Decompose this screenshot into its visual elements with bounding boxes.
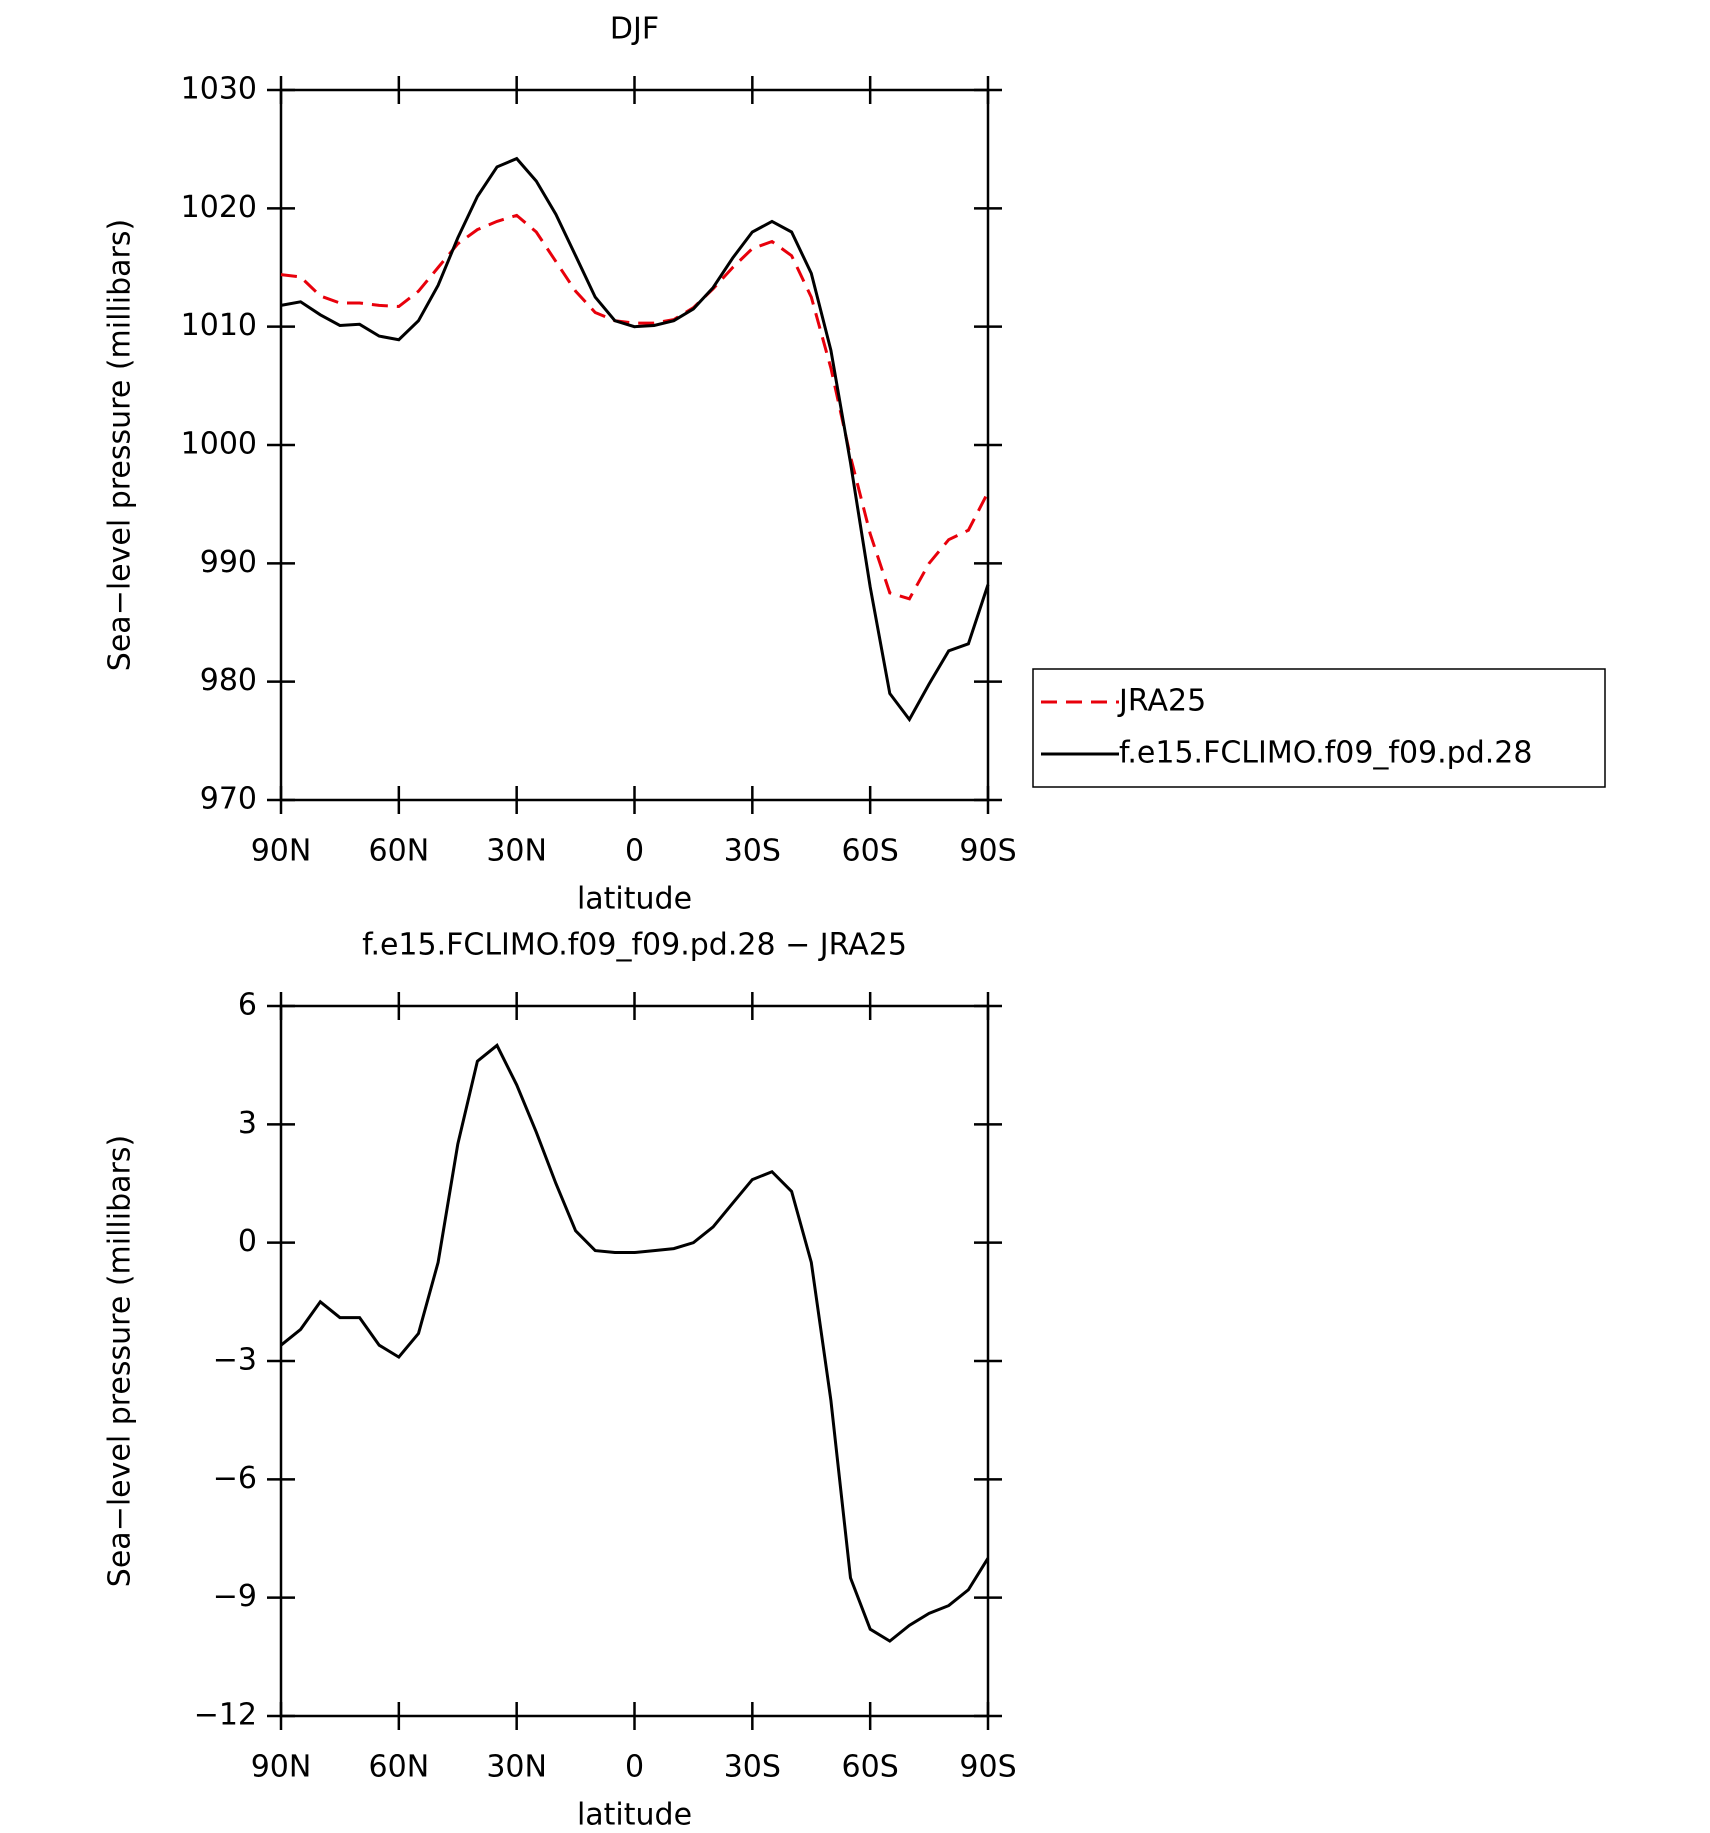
y-tick-label: 1020 — [181, 190, 257, 225]
x-tick-label: 90S — [959, 1750, 1016, 1785]
y-tick-label: −6 — [213, 1461, 257, 1496]
y-tick-label: −9 — [213, 1579, 257, 1614]
data-line — [280, 1043, 990, 1643]
x-tick-label: 90S — [959, 834, 1016, 869]
legend-label: JRA25 — [1117, 684, 1206, 719]
y-tick-label: 990 — [200, 545, 257, 580]
x-tick-label: 60N — [369, 1750, 430, 1785]
chart-title: f.e15.FCLIMO.f09_f09.pd.28 − JRA25 — [362, 928, 907, 963]
y-tick-label: 1030 — [181, 72, 257, 107]
y-tick-label: 0 — [238, 1224, 257, 1259]
y-tick-label: 1000 — [181, 427, 257, 462]
y-tick-label: −3 — [213, 1343, 257, 1378]
x-axis-label: latitude — [577, 882, 692, 917]
plot-frame — [279, 88, 990, 802]
legend-box — [1032, 668, 1606, 788]
y-tick-label: 1010 — [181, 308, 257, 343]
x-tick-label: 90N — [251, 834, 312, 869]
y-tick-label: 980 — [200, 663, 257, 698]
x-tick-label: 30S — [724, 1750, 781, 1785]
x-tick-label: 60S — [842, 834, 899, 869]
legend-label: f.e15.FCLIMO.f09_f09.pd.28 — [1119, 736, 1532, 771]
y-tick-label: 3 — [238, 1106, 257, 1141]
data-line — [280, 156, 990, 723]
y-axis-label: Sea−level pressure (millibars) — [103, 219, 138, 671]
y-tick-label: 6 — [238, 988, 257, 1023]
x-tick-label: 30N — [486, 834, 547, 869]
x-axis-label: latitude — [577, 1798, 692, 1833]
data-line — [280, 213, 990, 601]
x-tick-label: 90N — [251, 1750, 312, 1785]
plot-frame — [279, 1004, 990, 1718]
x-tick-label: 60S — [842, 1750, 899, 1785]
chart-title: DJF — [610, 12, 659, 47]
x-tick-label: 30N — [486, 1750, 547, 1785]
x-tick-label: 0 — [625, 1750, 644, 1785]
x-tick-label: 60N — [369, 834, 430, 869]
y-axis-label: Sea−level pressure (millibars) — [103, 1135, 138, 1587]
y-tick-label: 970 — [200, 782, 257, 817]
y-tick-label: −12 — [194, 1698, 257, 1733]
x-tick-label: 0 — [625, 834, 644, 869]
x-tick-label: 30S — [724, 834, 781, 869]
